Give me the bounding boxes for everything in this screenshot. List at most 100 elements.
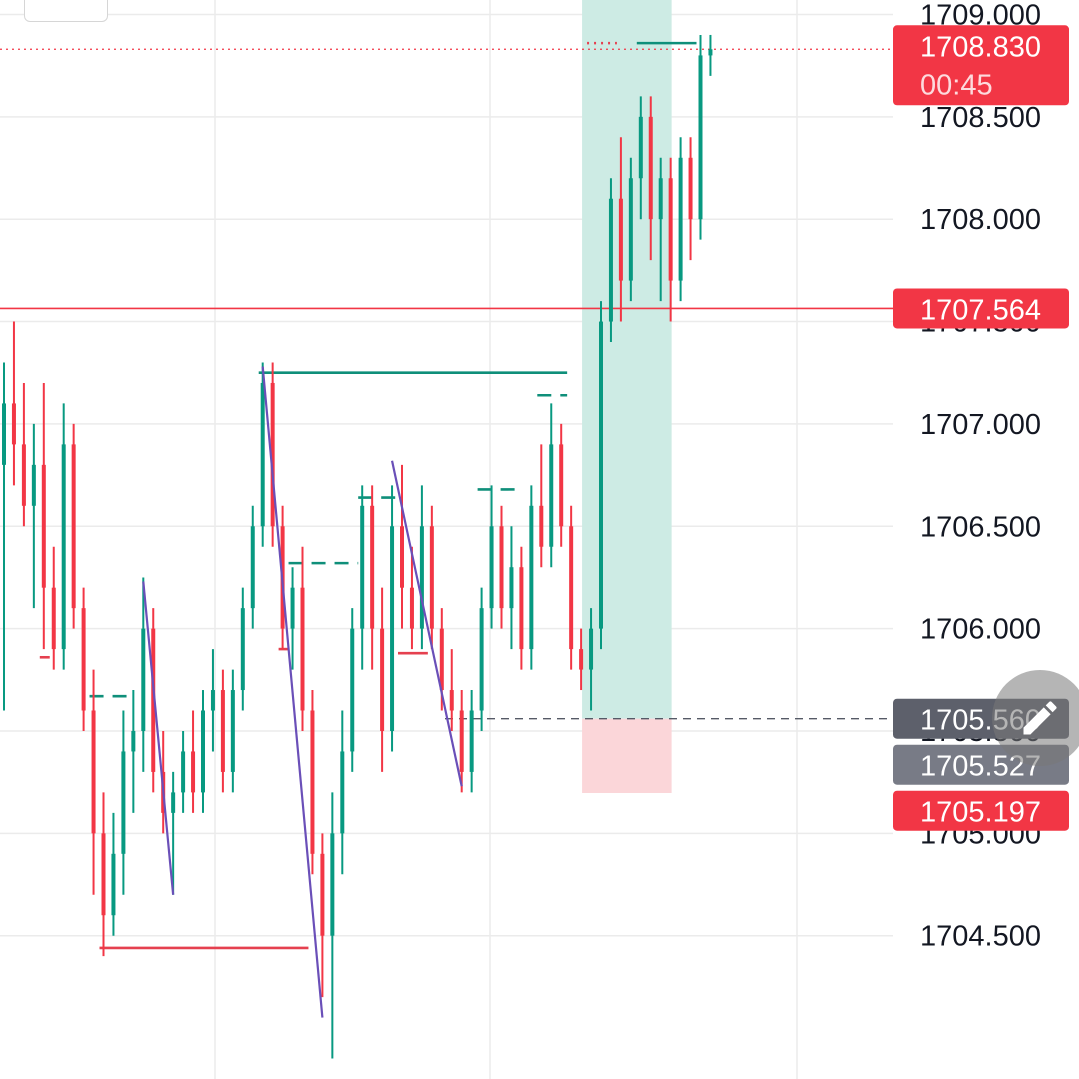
candle[interactable] <box>638 96 643 220</box>
candle[interactable] <box>250 505 255 629</box>
trendline[interactable] <box>142 581 175 895</box>
candle[interactable] <box>539 444 544 568</box>
candle[interactable] <box>370 485 375 670</box>
candle[interactable] <box>141 577 146 772</box>
candle[interactable] <box>11 321 16 486</box>
candle[interactable] <box>181 730 186 813</box>
candle[interactable] <box>688 137 693 261</box>
candle[interactable] <box>51 546 56 670</box>
candle-body <box>121 751 126 854</box>
edit-drawing-button[interactable] <box>992 670 1079 766</box>
candle[interactable] <box>121 710 126 895</box>
candle[interactable] <box>330 792 335 1059</box>
candle[interactable] <box>350 608 355 772</box>
trendline[interactable] <box>390 460 463 787</box>
structure-lines[interactable] <box>39 41 697 950</box>
candle[interactable] <box>210 649 215 752</box>
trendlines[interactable] <box>142 366 463 1018</box>
candle[interactable] <box>419 485 424 650</box>
trendline[interactable] <box>261 366 324 1018</box>
candle[interactable] <box>549 403 554 568</box>
loss-zone[interactable] <box>582 718 672 794</box>
candle-body <box>220 690 225 772</box>
candle-body <box>310 710 315 854</box>
candles[interactable] <box>2 34 713 1059</box>
candle[interactable] <box>390 485 395 752</box>
candle[interactable] <box>260 362 265 547</box>
toolbar-button[interactable] <box>24 0 108 22</box>
horizontal-levels[interactable] <box>0 48 893 720</box>
candle[interactable] <box>449 649 454 731</box>
candle-body <box>101 833 106 916</box>
candle[interactable] <box>429 505 434 650</box>
candle[interactable] <box>608 178 613 343</box>
candle[interactable] <box>31 423 36 609</box>
grid <box>0 0 893 1079</box>
candle[interactable] <box>489 485 494 629</box>
candle-body <box>549 444 554 547</box>
candle[interactable] <box>2 362 6 711</box>
candle[interactable] <box>678 137 683 302</box>
candle[interactable] <box>579 628 584 691</box>
candle-body <box>439 628 444 691</box>
candle-body <box>469 710 474 772</box>
candle[interactable] <box>668 157 673 322</box>
candle-body <box>210 690 215 711</box>
candle[interactable] <box>300 546 305 731</box>
candle[interactable] <box>589 608 594 711</box>
candle[interactable] <box>499 505 504 629</box>
candle[interactable] <box>400 464 404 629</box>
candle[interactable] <box>41 382 46 650</box>
candle[interactable] <box>529 485 534 670</box>
candle[interactable] <box>101 792 106 957</box>
candle[interactable] <box>151 608 156 793</box>
candle[interactable] <box>310 690 315 875</box>
candle-body <box>509 567 514 609</box>
last-price-label-text: 1708.830 <box>920 31 1041 63</box>
candle[interactable] <box>569 505 574 670</box>
candle[interactable] <box>230 669 235 793</box>
candle[interactable] <box>618 137 623 322</box>
candle[interactable] <box>599 301 603 650</box>
candle[interactable] <box>171 771 176 895</box>
candle[interactable] <box>131 690 136 813</box>
candle[interactable] <box>698 34 703 240</box>
candle[interactable] <box>340 710 345 875</box>
candle[interactable] <box>628 157 633 302</box>
candle-body <box>201 710 205 793</box>
candle[interactable] <box>559 423 564 547</box>
candle[interactable] <box>658 157 663 302</box>
candle[interactable] <box>519 546 524 670</box>
candle[interactable] <box>270 362 275 547</box>
candle-body <box>559 444 564 527</box>
candle[interactable] <box>201 690 205 813</box>
candle[interactable] <box>191 710 196 813</box>
candle[interactable] <box>111 812 116 936</box>
position-zones[interactable] <box>582 0 672 794</box>
candle-body <box>698 55 703 220</box>
candle[interactable] <box>708 34 713 76</box>
candle[interactable] <box>469 690 474 793</box>
candle[interactable] <box>81 587 86 731</box>
candle[interactable] <box>380 587 385 772</box>
candle[interactable] <box>240 587 245 711</box>
candle[interactable] <box>91 669 96 895</box>
candle[interactable] <box>360 485 365 670</box>
profit-zone[interactable] <box>582 0 672 719</box>
candle[interactable] <box>220 669 225 793</box>
candle[interactable] <box>479 587 484 731</box>
candle[interactable] <box>61 403 66 670</box>
candle[interactable] <box>290 567 295 670</box>
candle-body <box>539 505 544 547</box>
candle[interactable] <box>509 526 514 650</box>
candle-body <box>350 628 355 752</box>
candle-body <box>569 526 574 650</box>
candle[interactable] <box>409 546 414 650</box>
crosshair-price-label: 1705.527 <box>893 744 1069 785</box>
candle[interactable] <box>648 96 653 261</box>
candle[interactable] <box>21 382 26 527</box>
candle[interactable] <box>320 833 325 998</box>
candle[interactable] <box>71 423 76 629</box>
candle[interactable] <box>459 690 464 793</box>
